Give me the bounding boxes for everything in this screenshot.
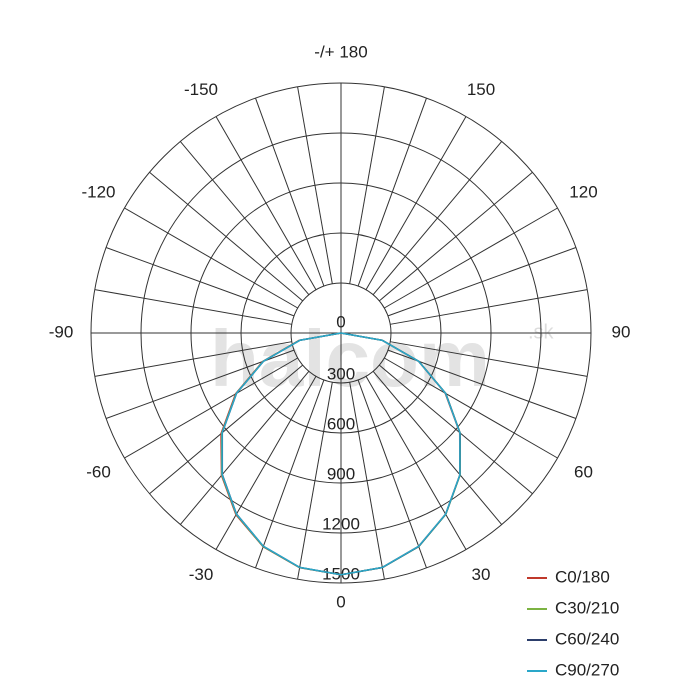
r-tick-label: 300 — [327, 364, 355, 383]
spoke-grid — [349, 86, 385, 284]
angle-tick-label: -120 — [81, 182, 115, 201]
spoke-grid — [365, 376, 467, 550]
r-tick-label: 600 — [327, 414, 355, 433]
legend-label: C90/270 — [555, 660, 619, 679]
spoke-grid — [94, 341, 292, 377]
spoke-grid — [255, 97, 325, 287]
angle-tick-label: -150 — [184, 80, 218, 99]
r-tick-label: 1200 — [322, 514, 360, 533]
legend-label: C30/210 — [555, 598, 619, 617]
spoke-grid — [105, 247, 295, 317]
spoke-grid — [372, 141, 503, 296]
r-tick-label: 0 — [336, 312, 345, 331]
angle-tick-label: 60 — [574, 462, 593, 481]
spoke-grid — [149, 171, 304, 302]
angle-tick-label: 0 — [336, 592, 345, 611]
spoke-grid — [357, 97, 427, 287]
spoke-grid — [378, 171, 533, 302]
watermark-text: halcom — [210, 314, 490, 403]
spoke-grid — [378, 364, 533, 495]
spoke-grid — [372, 370, 503, 525]
spoke-grid — [215, 116, 317, 290]
legend-label: C0/180 — [555, 567, 610, 586]
spoke-grid — [390, 289, 588, 325]
spoke-grid — [357, 379, 427, 569]
spoke-grid — [179, 141, 310, 296]
angle-tick-label: -/+ 180 — [314, 42, 367, 61]
angle-tick-label: -90 — [49, 322, 74, 341]
spoke-grid — [297, 86, 333, 284]
watermark: halcom .sk — [210, 314, 555, 403]
spoke-grid — [349, 382, 385, 580]
spoke-grid — [297, 382, 333, 580]
angle-tick-label: 30 — [472, 565, 491, 584]
spoke-grid — [384, 207, 558, 309]
spoke-grid — [149, 364, 304, 495]
legend: C0/180 C30/210 C60/240 C90/270 — [527, 567, 619, 679]
r-tick-label: 900 — [327, 464, 355, 483]
spoke-grid — [124, 357, 298, 459]
spoke-grid — [384, 357, 558, 459]
spoke-grid — [255, 379, 325, 569]
spoke-grid — [179, 370, 310, 525]
angle-tick-label: -30 — [189, 565, 214, 584]
spoke-grid — [365, 116, 467, 290]
spoke-grid — [387, 247, 577, 317]
spoke-grid — [94, 289, 292, 325]
angle-tick-label: -60 — [86, 462, 111, 481]
legend-label: C60/240 — [555, 629, 619, 648]
angle-tick-label: 120 — [569, 182, 597, 201]
series-curve — [221, 332, 461, 576]
spoke-grid — [390, 341, 588, 377]
angle-tick-label: 90 — [612, 322, 631, 341]
angle-tick-label: 150 — [467, 80, 495, 99]
spoke-grid — [124, 207, 298, 309]
spoke-grid — [215, 376, 317, 550]
